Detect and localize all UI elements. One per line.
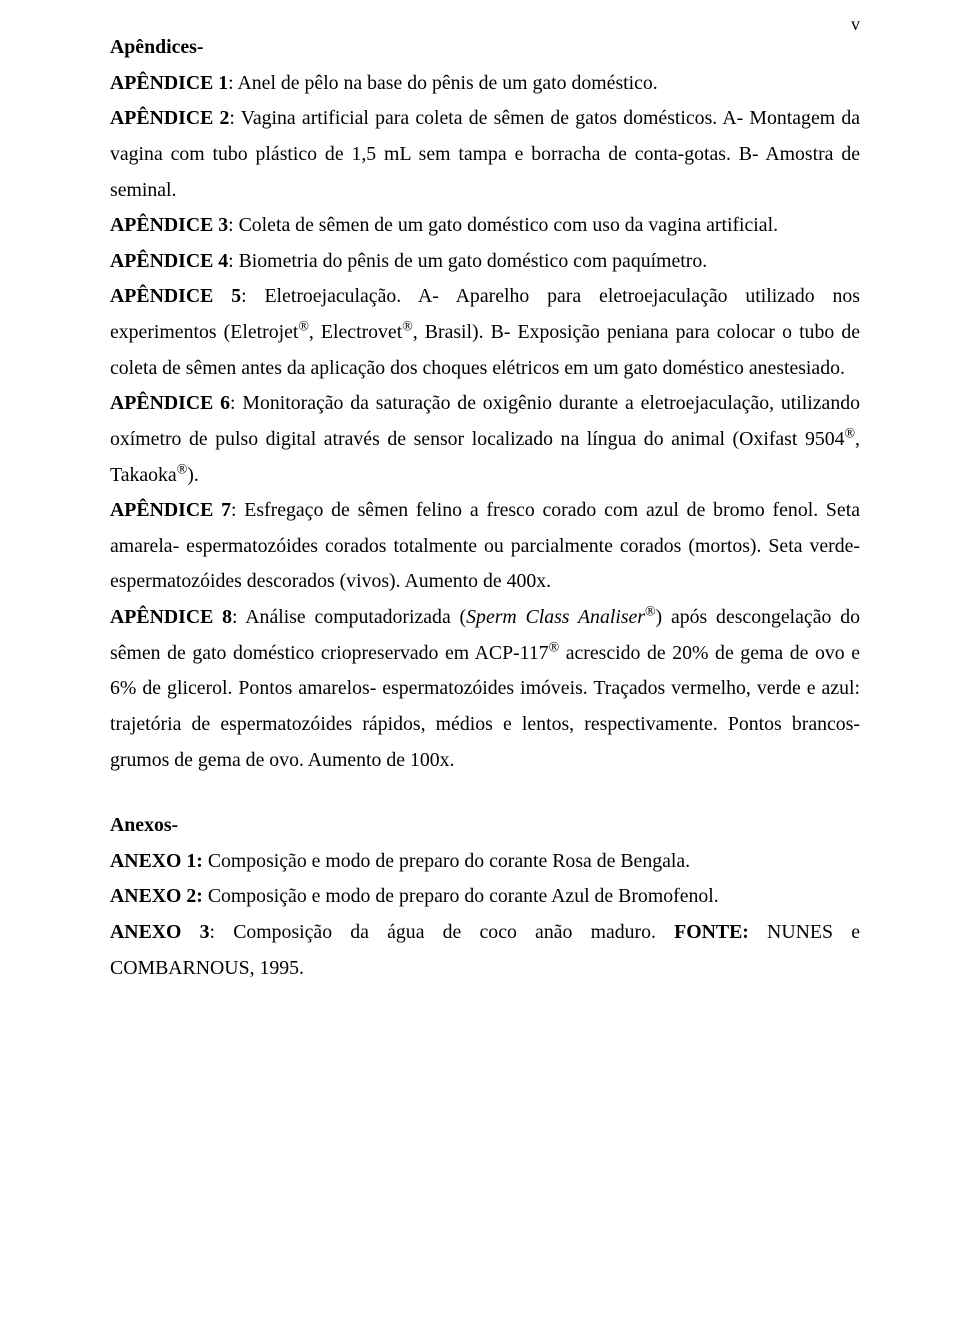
section-title-apendices: Apêndices- bbox=[110, 36, 203, 58]
apendice-6-text-c: ). bbox=[187, 464, 199, 486]
registered-icon: ® bbox=[845, 425, 856, 440]
anexo-2: ANEXO 2: Composição e modo de preparo do… bbox=[110, 879, 860, 915]
apendice-7: APÊNDICE 7: Esfregaço de sêmen felino a … bbox=[110, 493, 860, 600]
registered-icon: ® bbox=[645, 603, 656, 618]
apendice-4: APÊNDICE 4: Biometria do pênis de um gat… bbox=[110, 244, 860, 280]
section-apendices: Apêndices- bbox=[110, 30, 860, 66]
section-anexos: Anexos- bbox=[110, 808, 860, 844]
apendice-4-text: : Biometria do pênis de um gato doméstic… bbox=[228, 250, 707, 272]
anexo-3-label: ANEXO 3 bbox=[110, 921, 210, 943]
apendice-6: APÊNDICE 6: Monitoração da saturação de … bbox=[110, 386, 860, 493]
apendice-8-italic: Sperm Class Analiser bbox=[466, 606, 645, 628]
anexo-1-text: Composição e modo de preparo do corante … bbox=[203, 850, 690, 872]
document-page: v Apêndices- APÊNDICE 1: Anel de pêlo na… bbox=[0, 0, 960, 1338]
apendice-5-text-b: , Electrovet bbox=[309, 321, 402, 343]
anexo-1-label: ANEXO 1: bbox=[110, 850, 203, 872]
section-title-anexos: Anexos- bbox=[110, 814, 178, 836]
apendice-3: APÊNDICE 3: Coleta de sêmen de um gato d… bbox=[110, 208, 860, 244]
apendice-5: APÊNDICE 5: Eletroejaculação. A- Aparelh… bbox=[110, 279, 860, 386]
section-gap bbox=[110, 778, 860, 808]
page-number: v bbox=[851, 8, 860, 40]
apendice-1: APÊNDICE 1: Anel de pêlo na base do pêni… bbox=[110, 66, 860, 102]
registered-icon: ® bbox=[177, 461, 188, 476]
anexo-2-label: ANEXO 2: bbox=[110, 885, 203, 907]
apendice-8-label: APÊNDICE 8 bbox=[110, 606, 232, 628]
apendice-7-label: APÊNDICE 7 bbox=[110, 499, 231, 521]
registered-icon: ® bbox=[549, 639, 560, 654]
registered-icon: ® bbox=[298, 318, 309, 333]
apendice-4-label: APÊNDICE 4 bbox=[110, 250, 228, 272]
apendice-5-label: APÊNDICE 5 bbox=[110, 285, 241, 307]
apendice-3-label: APÊNDICE 3 bbox=[110, 214, 228, 236]
apendice-6-label: APÊNDICE 6 bbox=[110, 392, 230, 414]
registered-icon: ® bbox=[402, 318, 413, 333]
anexo-3-fonte: FONTE: bbox=[674, 921, 749, 943]
apendice-2: APÊNDICE 2: Vagina artificial para colet… bbox=[110, 101, 860, 208]
anexo-3: ANEXO 3: Composição da água de coco anão… bbox=[110, 915, 860, 986]
apendice-8: APÊNDICE 8: Análise computadorizada (Spe… bbox=[110, 600, 860, 778]
apendice-3-text: : Coleta de sêmen de um gato doméstico c… bbox=[228, 214, 778, 236]
apendice-8-text-a: : Análise computadorizada ( bbox=[232, 606, 466, 628]
anexo-2-text: Composição e modo de preparo do corante … bbox=[203, 885, 719, 907]
apendice-1-label: APÊNDICE 1 bbox=[110, 72, 228, 94]
apendice-2-label: APÊNDICE 2 bbox=[110, 107, 229, 129]
apendice-1-text: : Anel de pêlo na base do pênis de um ga… bbox=[228, 72, 658, 94]
anexo-3-text-a: : Composição da água de coco anão maduro… bbox=[210, 921, 675, 943]
anexo-1: ANEXO 1: Composição e modo de preparo do… bbox=[110, 844, 860, 880]
